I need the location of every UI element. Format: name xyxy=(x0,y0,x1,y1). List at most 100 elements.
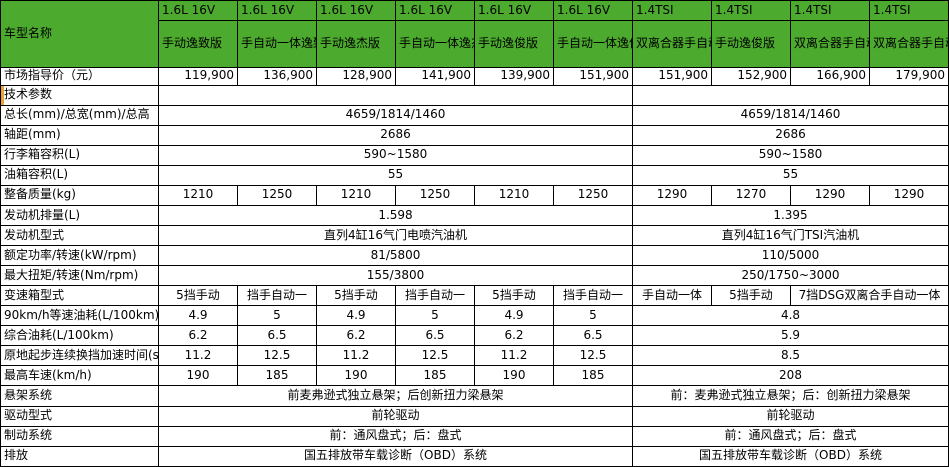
spec-row: 制动系统 前：通风盘式；后：盘式 前：通风盘式；后：盘式 xyxy=(0,425,949,447)
spec-row-label: 额定功率/转速(kW/rpm) xyxy=(0,244,159,267)
spec-value-4: 1210 xyxy=(474,184,554,206)
spec-value-7: 1270 xyxy=(711,184,791,206)
spec-row-label: 90km/h等速油耗(L/100km) xyxy=(0,305,159,327)
spec-value-5: 6.5 xyxy=(553,325,633,347)
spec-value-3: 6.5 xyxy=(395,325,475,347)
spec-value-left: 55 xyxy=(158,164,633,186)
spec-value-right: 前：麦弗逊式独立悬架；后：创新扭力梁悬架 xyxy=(632,385,949,407)
spec-value-left: 前：通风盘式；后：盘式 xyxy=(158,425,633,447)
spec-value-right: 55 xyxy=(632,164,949,186)
spec-value-right: 1.395 xyxy=(632,204,949,226)
spec-value-5: 12.5 xyxy=(553,345,633,367)
spec-value-3: 1250 xyxy=(395,184,475,206)
spec-value-right: 4659/1814/1460 xyxy=(632,104,949,126)
spec-row: 最大扭矩/转速(Nm/rpm) 155/3800 250/1750~3000 xyxy=(0,265,949,287)
spec-row: 最高车速(km/h) 190 185 190 185 190 185 208 xyxy=(0,365,949,387)
spec-value-left: 前轮驱动 xyxy=(158,405,633,427)
model-price-1: 136,900 xyxy=(237,66,317,86)
model-engine-9: 1.4TSI xyxy=(869,0,949,22)
spec-row-label: 原地起步连续换挡加速时间(s, xyxy=(0,345,159,367)
spec-value-left: 国五排放带车载诊断（OBD）系统 xyxy=(158,445,633,467)
model-engine-7: 1.4TSI xyxy=(711,0,791,22)
spec-row: 轴距(mm) 2686 2686 xyxy=(0,124,949,146)
spec-value-left: 2686 xyxy=(158,124,633,146)
model-trim-0: 手动逸致版 xyxy=(158,20,238,68)
spec-value-right: 4.8 xyxy=(632,305,949,327)
model-trim-5: 手自动一体逸俊版 xyxy=(553,20,633,68)
spec-value-6: 1290 xyxy=(632,184,712,206)
spec-value-right: 208 xyxy=(632,365,949,387)
spec-row: 原地起步连续换挡加速时间(s, 11.2 12.5 11.2 12.5 11.2 12.5 8… xyxy=(0,345,949,367)
spec-row-label: 驱动型式 xyxy=(0,405,159,427)
spec-value-right: 直列4缸16气门TSI汽油机 xyxy=(632,224,949,247)
model-trim-4: 手动逸俊版 xyxy=(474,20,554,68)
transmission-value-0: 5挡手动 xyxy=(158,285,238,307)
spec-value-3: 5 xyxy=(395,305,475,327)
spec-value-right: 8.5 xyxy=(632,345,949,367)
spec-value-right: 前：通风盘式；后：盘式 xyxy=(632,425,949,447)
spec-value-right: 590~1580 xyxy=(632,144,949,166)
spec-row-label: 行李箱容积(L) xyxy=(0,144,159,166)
spec-row-label: 轴距(mm) xyxy=(0,124,159,146)
model-trim-9: 双离合器手自动一体逸尊版 xyxy=(869,20,949,68)
spec-row-label: 变速箱型式 xyxy=(0,285,159,307)
spec-row-label: 总长(mm)/总宽(mm)/总高 xyxy=(0,104,159,126)
model-price-3: 141,900 xyxy=(395,66,475,86)
spec-row: 驱动型式 前轮驱动 前轮驱动 xyxy=(0,405,949,427)
section-header-row: 技术参数 xyxy=(0,84,949,106)
spec-value-0: 11.2 xyxy=(158,345,238,367)
model-price-8: 166,900 xyxy=(790,66,870,86)
model-engine-6: 1.4TSI xyxy=(632,0,712,22)
spec-value-1: 185 xyxy=(237,365,317,387)
price-row: 市场指导价（元） 119,900 136,900 128,900 141,900 139,… xyxy=(0,66,949,86)
model-name-header: 车型名称 xyxy=(0,0,159,68)
spec-value-2: 6.2 xyxy=(316,325,396,347)
spec-row-label: 最大扭矩/转速(Nm/rpm) xyxy=(0,265,159,287)
spec-row: 排放 国五排放带车载诊断（OBD）系统 国五排放带车载诊断（OBD）系统 xyxy=(0,445,949,467)
model-price-7: 152,900 xyxy=(711,66,791,86)
header-engine-row: 车型名称 1.6L 16V 1.6L 16V 1.6L 16V 1.6L 16V 1.6L… xyxy=(0,0,949,68)
spec-row-label: 发动机排量(L) xyxy=(0,204,159,226)
model-trim-1: 手自动一体逸致版 xyxy=(237,20,317,68)
spec-value-2: 1210 xyxy=(316,184,396,206)
model-trim-8: 双离合器手自动一体逸俊版 xyxy=(790,20,870,68)
spec-row-label: 制动系统 xyxy=(0,425,159,447)
spec-row-label: 整备质量(kg) xyxy=(0,184,159,206)
model-price-6: 151,900 xyxy=(632,66,712,86)
spec-value-4: 4.9 xyxy=(474,305,554,327)
spec-row: 综合油耗(L/100km) 6.2 6.5 6.2 6.5 6.2 6.5 5.9 xyxy=(0,325,949,347)
model-engine-4: 1.6L 16V xyxy=(474,0,554,22)
spec-row: 90km/h等速油耗(L/100km) 4.9 5 4.9 5 4.9 5 4.8 xyxy=(0,305,949,327)
model-engine-5: 1.6L 16V xyxy=(553,0,633,22)
transmission-value-dsg: 7挡DSG双离合手自动一体 xyxy=(790,285,949,307)
spec-value-5: 185 xyxy=(553,365,633,387)
spec-row-label: 综合油耗(L/100km) xyxy=(0,325,159,347)
transmission-value-7: 5挡手动 xyxy=(711,285,791,307)
spec-value-4: 6.2 xyxy=(474,325,554,347)
transmission-value-3: 挡手自动一 xyxy=(395,285,475,307)
transmission-value-1: 挡手自动一 xyxy=(237,285,317,307)
spec-value-1: 1250 xyxy=(237,184,317,206)
spec-row: 总长(mm)/总宽(mm)/总高 4659/1814/1460 4659/1814/… xyxy=(0,104,949,126)
spec-value-3: 12.5 xyxy=(395,345,475,367)
spec-value-0: 4.9 xyxy=(158,305,238,327)
transmission-value-2: 5挡手动 xyxy=(316,285,396,307)
spec-row: 整备质量(kg) 1210 1250 1210 1250 1210 1250 1290 1270… xyxy=(0,184,949,206)
spec-value-right: 国五排放带车载诊断（OBD）系统 xyxy=(632,445,949,467)
spec-value-1: 6.5 xyxy=(237,325,317,347)
spec-value-left: 1.598 xyxy=(158,204,633,226)
spec-value-0: 190 xyxy=(158,365,238,387)
spec-value-left: 前麦弗逊式独立悬架；后创新扭力梁悬架 xyxy=(158,385,633,407)
spec-value-4: 190 xyxy=(474,365,554,387)
section-blank-right xyxy=(632,84,949,106)
spec-value-0: 6.2 xyxy=(158,325,238,347)
model-price-5: 151,900 xyxy=(553,66,633,86)
model-trim-2: 手动逸杰版 xyxy=(316,20,396,68)
spec-value-9: 1290 xyxy=(869,184,949,206)
spec-value-right: 5.9 xyxy=(632,325,949,347)
model-price-9: 179,900 xyxy=(869,66,949,86)
spec-row-label: 悬架系统 xyxy=(0,385,159,407)
model-price-2: 128,900 xyxy=(316,66,396,86)
